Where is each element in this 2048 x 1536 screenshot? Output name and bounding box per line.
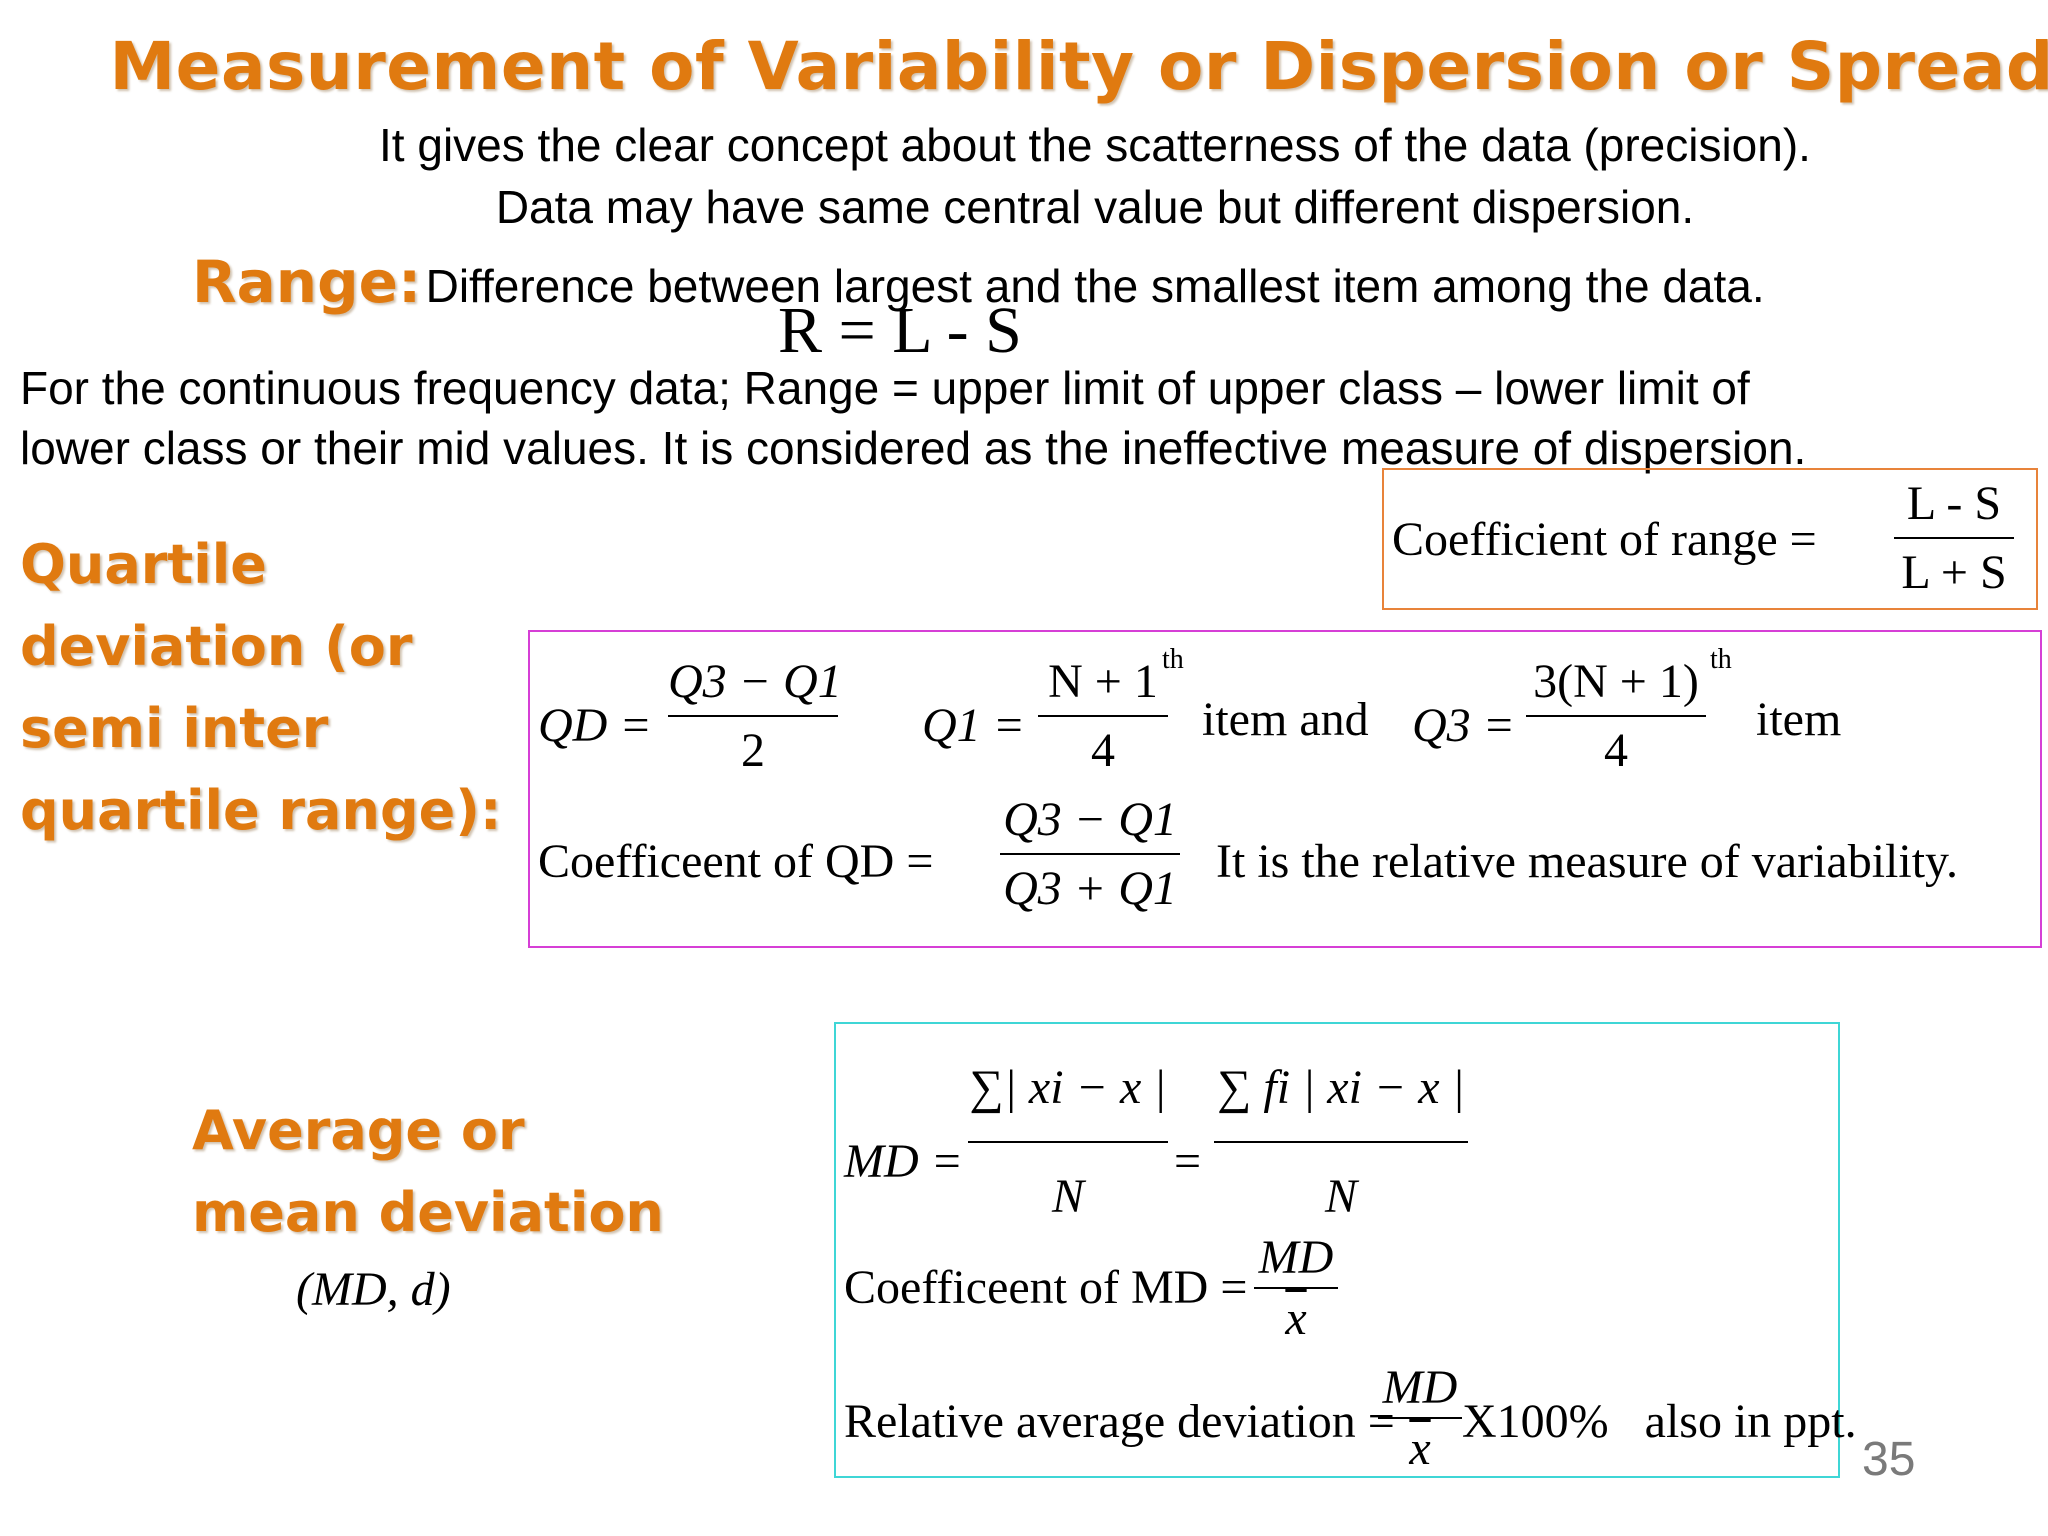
qd-denominator: 2 bbox=[741, 724, 765, 777]
qd-heading-line: deviation (or bbox=[20, 615, 413, 678]
coef-md-numerator: MD bbox=[1258, 1231, 1334, 1284]
fraction-bar bbox=[1038, 715, 1168, 717]
range-formula: R = L - S bbox=[778, 294, 1022, 367]
qd-numerator: Q3 − Q1 bbox=[668, 655, 842, 708]
range-label: Range: bbox=[192, 248, 422, 316]
slide-number: 35 bbox=[1862, 1433, 1916, 1486]
md-symbol: (MD, d) bbox=[296, 1263, 451, 1316]
coef-qd-label: Coefficeent of QD = bbox=[538, 835, 934, 888]
relative-avg-deviation-fraction: MD x bbox=[1378, 1360, 1462, 1476]
coef-md-denominator: x bbox=[1285, 1292, 1307, 1345]
range-continuous-line-1: For the continuous frequency data; Range… bbox=[20, 362, 1750, 414]
range-row: Range: Difference between largest and th… bbox=[192, 248, 1765, 316]
coef-range-box: Coefficient of range = L - S L + S bbox=[1382, 468, 2038, 610]
fraction-bar bbox=[1894, 537, 2014, 539]
fraction-bar bbox=[1000, 853, 1180, 855]
md-denominator-2: N bbox=[1324, 1170, 1357, 1223]
relative-avg-deviation-label: Relative average deviation = bbox=[844, 1395, 1395, 1448]
fraction-bar bbox=[1526, 715, 1706, 717]
fraction-bar bbox=[1378, 1417, 1462, 1419]
relative-avg-deviation-denominator: x bbox=[1409, 1422, 1431, 1475]
relative-measure-note: It is the relative measure of variabilit… bbox=[1216, 835, 1958, 888]
coef-md-label: Coefficeent of MD = bbox=[844, 1261, 1248, 1314]
coef-qd-fraction: Q3 − Q1 Q3 + Q1 bbox=[1000, 792, 1180, 916]
coef-range-denominator: L + S bbox=[1901, 546, 2007, 599]
qd-lhs: QD = bbox=[538, 699, 652, 752]
md-formula-box: MD = ∑| xi − x | N = ∑ fi | xi − x | N C… bbox=[834, 1022, 1857, 1478]
md-fraction-1: ∑| xi − x | N bbox=[968, 1060, 1168, 1224]
intro-line-1: It gives the clear concept about the sca… bbox=[379, 119, 1811, 171]
fraction-bar bbox=[1254, 1287, 1338, 1289]
item-and-text: item and bbox=[1202, 693, 1369, 746]
coef-md-fraction: MD x bbox=[1254, 1230, 1338, 1346]
relative-avg-deviation-numerator: MD bbox=[1382, 1361, 1458, 1414]
q3-lhs: Q3 = bbox=[1412, 699, 1516, 752]
q3-denominator: 4 bbox=[1604, 724, 1628, 777]
fraction-bar bbox=[668, 715, 838, 717]
qd-formula-box: QD = Q3 − Q1 2 Q1 = N + 1 4 th item and … bbox=[528, 630, 2042, 948]
item-text: item bbox=[1756, 693, 1842, 746]
md-fraction-2: ∑ fi | xi − x | N bbox=[1214, 1060, 1468, 1224]
q1-denominator: 4 bbox=[1091, 724, 1115, 777]
range-continuous-line-2: lower class or their mid values. It is c… bbox=[20, 422, 1807, 474]
relative-avg-deviation-tail: X100% also in ppt. bbox=[1462, 1395, 1857, 1448]
q3-superscript: th bbox=[1710, 644, 1732, 675]
qd-heading-line: quartile range): bbox=[20, 779, 502, 842]
coef-range-fraction: L - S L + S bbox=[1894, 476, 2014, 600]
coef-qd-denominator: Q3 + Q1 bbox=[1003, 862, 1177, 915]
q1-lhs: Q1 = bbox=[922, 699, 1026, 752]
md-denominator-1: N bbox=[1051, 1170, 1084, 1223]
coef-qd-numerator: Q3 − Q1 bbox=[1003, 793, 1177, 846]
coef-range-numerator: L - S bbox=[1906, 477, 2002, 530]
qd-fraction: Q3 − Q1 2 bbox=[668, 654, 842, 778]
coef-range-label: Coefficient of range = bbox=[1392, 513, 1817, 566]
md-lhs: MD = bbox=[844, 1135, 964, 1188]
q1-fraction: N + 1 4 bbox=[1038, 654, 1168, 778]
intro-line-2: Data may have same central value but dif… bbox=[495, 181, 1695, 233]
md-heading-line: Average or bbox=[192, 1099, 525, 1162]
q3-numerator: 3(N + 1) bbox=[1533, 655, 1699, 708]
fraction-bar bbox=[1214, 1141, 1468, 1143]
q1-superscript: th bbox=[1162, 644, 1184, 675]
qd-heading: Quartile deviation (or semi inter quarti… bbox=[20, 524, 502, 852]
fraction-bar bbox=[968, 1141, 1168, 1143]
qd-heading-line: semi inter bbox=[20, 697, 329, 760]
slide-title: Measurement of Variability or Dispersion… bbox=[109, 28, 2048, 105]
md-heading: Average or mean deviation bbox=[192, 1090, 664, 1254]
q1-numerator: N + 1 bbox=[1048, 655, 1158, 708]
qd-heading-line: Quartile bbox=[20, 533, 267, 596]
md-heading-line: mean deviation bbox=[192, 1181, 664, 1244]
md-numerator-2: ∑ fi | xi − x | bbox=[1217, 1061, 1465, 1114]
q3-fraction: 3(N + 1) 4 bbox=[1526, 654, 1706, 778]
md-equals: = bbox=[1174, 1135, 1202, 1188]
md-numerator-1: ∑| xi − x | bbox=[969, 1061, 1167, 1114]
range-definition: Difference between largest and the small… bbox=[425, 260, 1765, 312]
